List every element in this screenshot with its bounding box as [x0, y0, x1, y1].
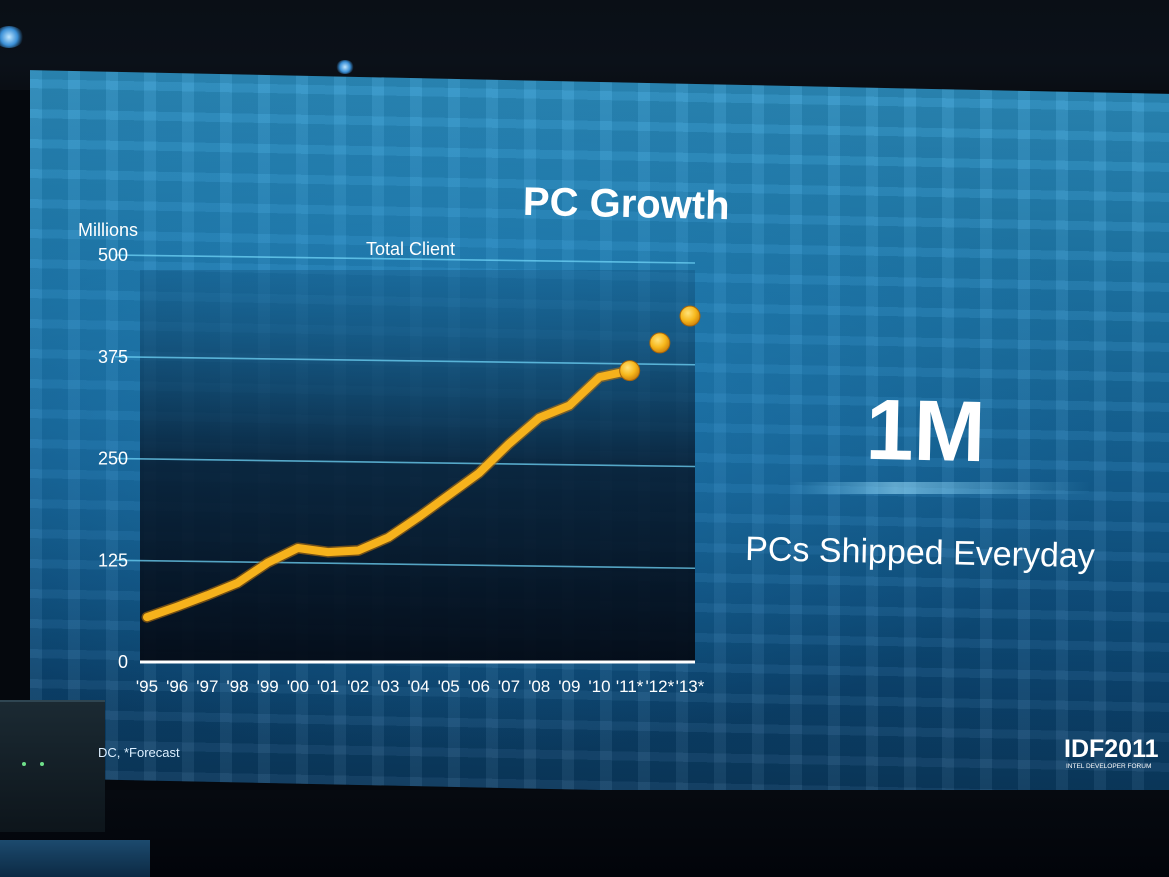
y-tick-label: 250: [98, 449, 128, 469]
x-tick-label: '06: [468, 677, 490, 696]
x-tick-label: '97: [196, 677, 218, 696]
y-axis-label: Millions: [78, 220, 138, 240]
y-tick-label: 0: [118, 652, 128, 672]
x-tick-label: '95: [136, 677, 158, 696]
x-tick-label: '13*: [676, 677, 705, 696]
pc-growth-chart: 0 125 250 375 500 '95 '96 '97 '98 '99 '00 '01 '02 '0…: [78, 220, 705, 696]
stage-equipment: [0, 700, 105, 832]
gridline: [114, 457, 696, 468]
x-tick-label: '99: [257, 677, 279, 696]
y-tick-label: 125: [98, 550, 128, 570]
slide-title: PC Growth: [522, 180, 730, 228]
forecast-point: [619, 360, 641, 382]
x-tick-label: '00: [287, 677, 309, 696]
forecast-point: [649, 332, 671, 354]
headline-underline: [790, 482, 1090, 494]
x-tick-label: '04: [407, 677, 429, 696]
stage-floor: [0, 790, 1169, 877]
x-tick-label: '01: [317, 677, 339, 696]
logo-subtitle: INTEL DEVELOPER FORUM: [1066, 763, 1151, 770]
x-tick-label: '12*: [645, 677, 674, 696]
y-axis: 0 125 250 375 500: [98, 245, 128, 672]
x-tick-label: '98: [226, 677, 248, 696]
x-tick-label: '11*: [616, 677, 644, 696]
x-tick-label: '09: [558, 677, 580, 696]
x-tick-label: '08: [528, 677, 550, 696]
series-line: [143, 366, 634, 622]
x-tick-label: '10: [588, 677, 610, 696]
forecast-point: [679, 305, 701, 327]
y-tick-label: 500: [98, 245, 128, 265]
x-tick-label: '07: [498, 677, 520, 696]
y-tick-label: 375: [98, 347, 128, 367]
gridline: [114, 559, 696, 570]
gridline: [114, 355, 696, 366]
series-label: Total Client: [366, 239, 455, 259]
x-tick-label: '96: [166, 677, 188, 696]
ceiling-light: [336, 60, 354, 74]
forecast-footnote: DC, *Forecast: [98, 745, 180, 760]
logo-wordmark: IDF2011: [1064, 735, 1159, 763]
series-total-client: [141, 305, 701, 623]
stage-monitor: [0, 840, 150, 877]
x-tick-label: '03: [377, 677, 399, 696]
x-axis: '95 '96 '97 '98 '99 '00 '01 '02 '03 '04 '05 '06 '07 '…: [136, 660, 705, 696]
headline-caption: PCs Shipped Everyday: [745, 530, 1095, 575]
x-tick-label: '02: [347, 677, 369, 696]
gridline: [114, 254, 696, 264]
gridlines: [114, 254, 696, 570]
ceiling-light: [0, 26, 24, 48]
headline-stat: 1M: [865, 382, 986, 480]
idf-logo: IDF2011 INTEL DEVELOPER FORUM: [1064, 735, 1159, 770]
x-tick-label: '05: [438, 677, 460, 696]
